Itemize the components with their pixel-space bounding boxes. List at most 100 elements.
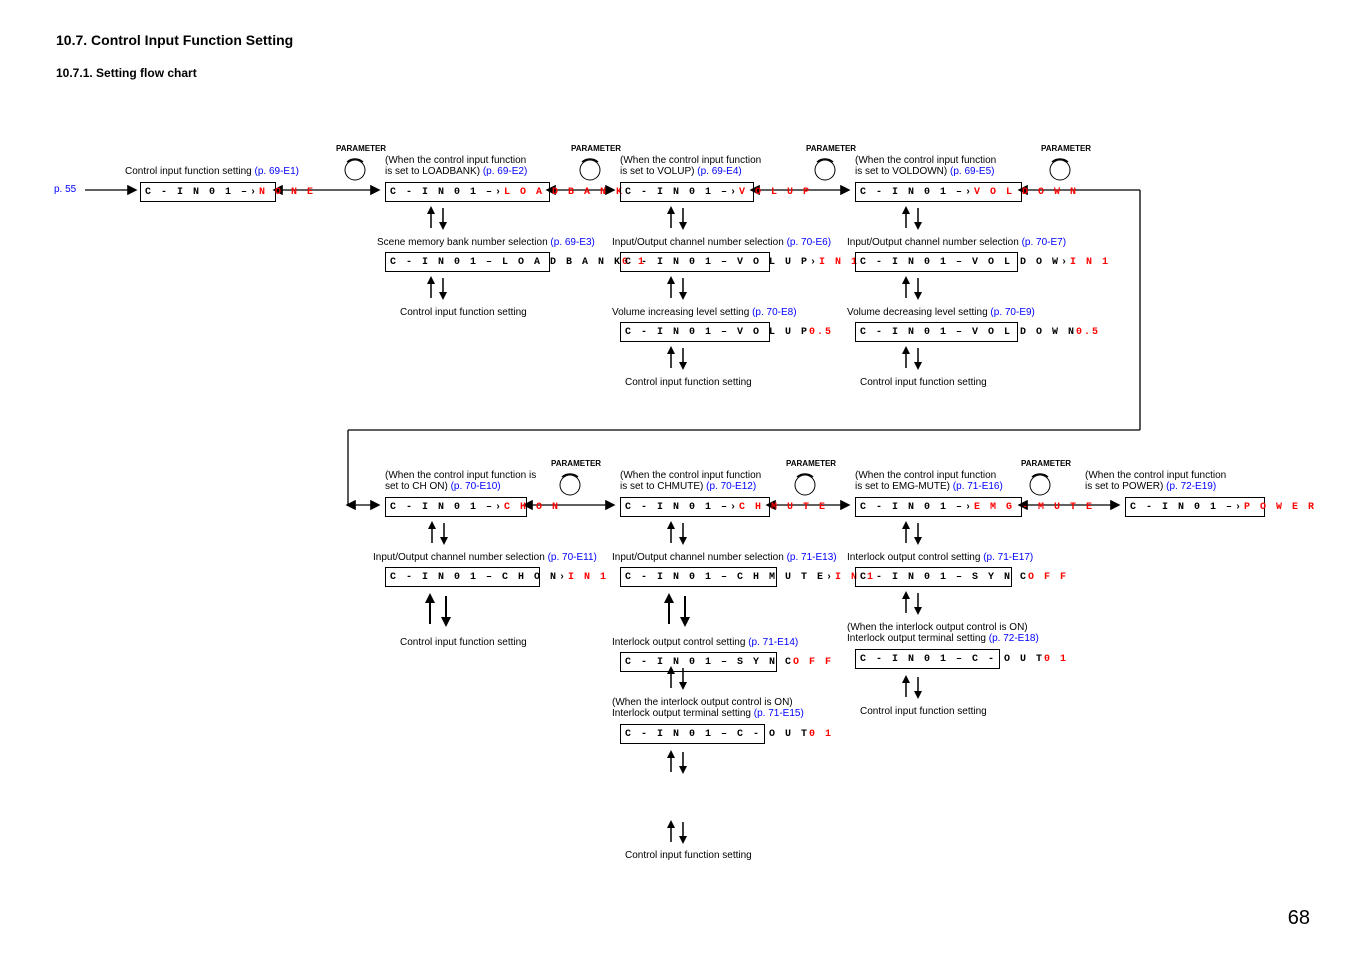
chevron-right-icon: › xyxy=(495,187,503,198)
caption-line: (When the control input function is xyxy=(385,470,536,481)
bot-col2-cap2: Input/Output channel number selection (p… xyxy=(612,552,837,563)
subsection-title: 10.7.1. Setting flow chart xyxy=(56,66,197,80)
bot-col1-node1: C - I N 0 1 – › C H O N xyxy=(385,497,527,517)
caption-ref: (p. 71-E17) xyxy=(983,552,1033,563)
bot-col1-cap1: (When the control input function is set … xyxy=(385,470,536,492)
start-caption-ref: (p. 69-E1) xyxy=(255,166,299,177)
caption-ref: (p. 69-E5) xyxy=(950,166,994,177)
bot-col2-cap5: Control input function setting xyxy=(625,850,752,861)
bot-col2-cap4: (When the interlock output control is ON… xyxy=(612,697,804,719)
node-value: P O W E R xyxy=(1244,502,1316,513)
node-value: O F F xyxy=(793,657,833,668)
node-value: 0 1 xyxy=(1044,654,1068,665)
node-prefix: C - I N 0 1 – V O L D O W xyxy=(860,257,1060,268)
caption-ref: (p. 70-E12) xyxy=(706,481,756,492)
top-col3-cap4: Control input function setting xyxy=(860,377,987,388)
chevron-right-icon: › xyxy=(559,572,567,583)
top-col1-node1: C - I N 0 1 – › L O A D B A N K xyxy=(385,182,550,202)
caption-ref: (p. 71-E15) xyxy=(754,708,804,719)
node-prefix: C - I N 0 1 – C H O N xyxy=(390,572,558,583)
top-col3-cap1: (When the control input function is set … xyxy=(855,155,996,177)
chevron-right-icon: › xyxy=(826,572,834,583)
param-label: PARAMETER xyxy=(551,459,601,468)
caption-ref: (p. 70-E11) xyxy=(548,552,597,563)
caption-line: is set to VOLDOWN) xyxy=(855,166,947,177)
top-col2-node2: C - I N 0 1 – V O L U P › I N 1 xyxy=(620,252,770,272)
bot-col4-node1: C - I N 0 1 – › P O W E R xyxy=(1125,497,1265,517)
node-prefix: C - I N 0 1 – xyxy=(390,502,494,513)
caption-line: is set to VOLUP) xyxy=(620,166,694,177)
bot-col3-cap3: (When the interlock output control is ON… xyxy=(847,622,1039,644)
node-value: I N 1 xyxy=(819,257,859,268)
top-col3-node2: C - I N 0 1 – V O L D O W › I N 1 xyxy=(855,252,1018,272)
bot-col3-cap2: Interlock output control setting (p. 71-… xyxy=(847,552,1033,563)
page-number: 68 xyxy=(1288,907,1310,930)
top-col2-cap4: Control input function setting xyxy=(625,377,752,388)
section-title: 10.7. Control Input Function Setting xyxy=(56,32,293,48)
node-prefix: C - I N 0 1 – V O L U P xyxy=(625,257,809,268)
bot-col3-node2: C - I N 0 1 – S Y N C O F F xyxy=(855,567,1012,587)
top-col3-cap3: Volume decreasing level setting (p. 70-E… xyxy=(847,307,1035,318)
top-col3-node3: C - I N 0 1 – V O L D O W N 0.5 xyxy=(855,322,1018,342)
node-value: O F F xyxy=(1028,572,1068,583)
bot-col2-node1: C - I N 0 1 – › C H M U T E xyxy=(620,497,770,517)
top-col1-node2: C - I N 0 1 – L O A D B A N K 0 1 xyxy=(385,252,550,272)
node-prefix: C - I N 0 1 – S Y N C xyxy=(625,657,793,668)
top-col2-node3: C - I N 0 1 – V O L U P 0.5 xyxy=(620,322,770,342)
bot-col2-node4: C - I N 0 1 – C - O U T 0 1 xyxy=(620,724,765,744)
chevron-right-icon: › xyxy=(495,502,503,513)
caption-line: (When the interlock output control is ON… xyxy=(847,622,1028,633)
caption-ref: (p. 69-E3) xyxy=(550,237,594,248)
node-prefix: C - I N 0 1 – V O L D O W N xyxy=(860,327,1076,338)
bot-col1-cap2: Input/Output channel number selection (p… xyxy=(373,552,597,563)
caption-line: Volume decreasing level setting xyxy=(847,307,988,318)
caption-line: Input/Output channel number selection xyxy=(612,552,784,563)
param-label: PARAMETER xyxy=(806,144,856,153)
start-caption-text: Control input function setting xyxy=(125,166,252,177)
caption-line: Input/Output channel number selection xyxy=(847,237,1019,248)
node-value: N O N E xyxy=(259,187,315,198)
node-prefix: C - I N 0 1 – xyxy=(625,187,729,198)
caption-line: Interlock output control setting xyxy=(847,552,980,563)
top-col2-cap3: Volume increasing level setting (p. 70-E… xyxy=(612,307,797,318)
caption-line: is set to CHMUTE) xyxy=(620,481,703,492)
start-page-ref: p. 55 xyxy=(54,184,76,195)
top-col2-cap1: (When the control input function is set … xyxy=(620,155,761,177)
param-label: PARAMETER xyxy=(336,144,386,153)
caption-ref: (p. 70-E6) xyxy=(787,237,831,248)
caption-line: Volume increasing level setting xyxy=(612,307,749,318)
caption-line: is set to LOADBANK) xyxy=(385,166,480,177)
bot-col2-node3: C - I N 0 1 – S Y N C O F F xyxy=(620,652,777,672)
node-value: 0.5 xyxy=(1076,327,1100,338)
caption-ref: (p. 69-E2) xyxy=(483,166,527,177)
node-value: L O A D B A N K xyxy=(504,187,624,198)
top-col3-cap2: Input/Output channel number selection (p… xyxy=(847,237,1066,248)
chevron-right-icon: › xyxy=(965,502,973,513)
caption-ref: (p. 72-E18) xyxy=(989,633,1039,644)
caption-ref: (p. 71-E14) xyxy=(748,637,798,648)
caption-ref: (p. 71-E16) xyxy=(953,481,1003,492)
caption-line: (When the control input function xyxy=(1085,470,1226,481)
node-value: C H O N xyxy=(504,502,560,513)
caption-line: Interlock output terminal setting xyxy=(847,633,986,644)
caption-line: (When the control input function xyxy=(620,470,761,481)
caption-line: (When the control input function xyxy=(620,155,761,166)
node-value: 0 1 xyxy=(809,729,833,740)
bot-col3-node3: C - I N 0 1 – C - O U T 0 1 xyxy=(855,649,1000,669)
node-prefix: C - I N 0 1 – xyxy=(390,187,494,198)
top-col2-node1: C - I N 0 1 – › V O L U P xyxy=(620,182,754,202)
caption-line: Input/Output channel number selection xyxy=(612,237,784,248)
top-col3-node1: C - I N 0 1 – › V O L D O W N xyxy=(855,182,1022,202)
node-prefix: C - I N 0 1 – V O L U P xyxy=(625,327,809,338)
chevron-right-icon: › xyxy=(250,187,258,198)
caption-ref: (p. 72-E19) xyxy=(1166,481,1216,492)
node-prefix: C - I N 0 1 – C H M U T E xyxy=(625,572,825,583)
chevron-right-icon: › xyxy=(810,257,818,268)
param-label: PARAMETER xyxy=(1021,459,1071,468)
param-label: PARAMETER xyxy=(1041,144,1091,153)
param-label: PARAMETER xyxy=(571,144,621,153)
caption-ref: (p. 70-E10) xyxy=(451,481,501,492)
node-value: I N 1 xyxy=(1070,257,1110,268)
node-prefix: C - I N 0 1 – S Y N C xyxy=(860,572,1028,583)
node-value: V O L D O W N xyxy=(974,187,1078,198)
